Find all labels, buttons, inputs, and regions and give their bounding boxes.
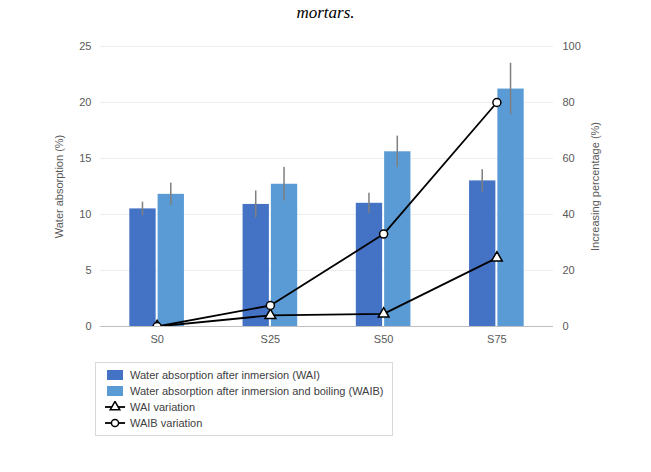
html-text:Water absorption after inmersi: Water absorption after inmersion and boi…: [130, 385, 384, 397]
svg-text:0: 0: [85, 320, 91, 332]
html-text:mortars.: mortars.: [296, 3, 355, 22]
svg-text:80: 80: [563, 96, 575, 108]
svg-text:25: 25: [79, 40, 91, 52]
svg-text:0: 0: [563, 320, 569, 332]
svg-text:Water absorption (%): Water absorption (%): [53, 135, 65, 239]
svg-text:S25: S25: [261, 333, 281, 345]
html-text:Water absorption after inmersi: Water absorption after inmersion (WAI): [130, 369, 320, 381]
svg-text:S0: S0: [150, 333, 163, 345]
svg-text:5: 5: [85, 264, 91, 276]
svg-text:100: 100: [563, 40, 581, 52]
html-text:WAI variation: WAI variation: [130, 401, 195, 413]
svg-text:S75: S75: [487, 333, 507, 345]
html-text:WAIB variation: WAIB variation: [130, 417, 203, 429]
svg-text:20: 20: [563, 264, 575, 276]
svg-text:Increasing percentage (%): Increasing percentage (%): [589, 122, 601, 251]
svg-text:S50: S50: [374, 333, 394, 345]
svg-text:15: 15: [79, 152, 91, 164]
svg-text:40: 40: [563, 208, 575, 220]
svg-text:20: 20: [79, 96, 91, 108]
svg-text:60: 60: [563, 152, 575, 164]
svg-text:10: 10: [79, 208, 91, 220]
